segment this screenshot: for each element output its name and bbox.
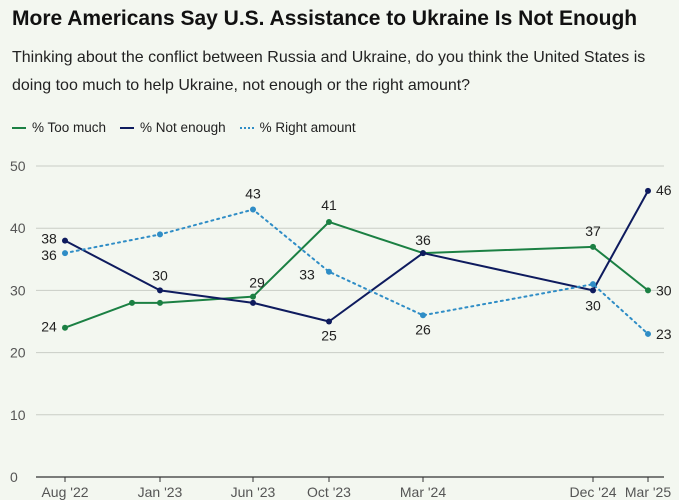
data-label-not-enough: 25 (321, 328, 337, 344)
data-point-too-much (645, 287, 651, 294)
data-label-right-amount: 26 (415, 321, 431, 337)
data-point-too-much (62, 324, 68, 331)
data-point-not-enough (250, 299, 256, 306)
y-tick-label: 40 (10, 220, 26, 236)
data-point-right-amount (326, 268, 332, 275)
chart-legend: % Too much % Not enough % Right amount (12, 120, 356, 135)
data-label-not-enough: 46 (656, 182, 672, 198)
legend-swatch-too-much (12, 126, 26, 129)
data-point-right-amount (62, 250, 68, 257)
y-tick-label: 0 (10, 469, 18, 485)
data-point-too-much (326, 218, 332, 225)
x-tick-label: Jun '23 (231, 484, 276, 500)
legend-label-right-amount: % Right amount (259, 120, 356, 135)
data-point-too-much (590, 243, 596, 250)
data-point-too-much (157, 299, 163, 306)
y-tick-label: 10 (10, 407, 26, 423)
data-point-too-much (129, 299, 135, 306)
x-tick-label: Mar '24 (400, 484, 446, 500)
legend-swatch-not-enough (120, 126, 135, 129)
y-tick-label: 20 (10, 345, 26, 361)
data-point-too-much (250, 293, 256, 300)
data-point-not-enough (420, 250, 426, 257)
data-label-not-enough: 38 (41, 231, 57, 247)
line-chart: 0 10 20 30 40 50 Aug '22 Jan '23 Jun '23 Oct '23 M… (10, 158, 672, 500)
data-label-too-much: 30 (656, 282, 672, 298)
data-point-right-amount (645, 330, 651, 337)
data-label-not-enough: 30 (585, 297, 601, 313)
data-label-not-enough: 30 (152, 267, 168, 283)
y-tick-label: 30 (10, 282, 26, 298)
legend-item-not-enough: % Not enough (120, 120, 226, 135)
x-tick-label: Oct '23 (307, 484, 351, 500)
x-tick-label: Jan '23 (138, 484, 183, 500)
data-label-too-much: 41 (321, 197, 337, 213)
data-point-not-enough (645, 187, 651, 194)
x-tick-label: Aug '22 (41, 484, 88, 500)
data-label-right-amount: 43 (245, 186, 261, 202)
data-point-right-amount (420, 312, 426, 319)
legend-item-too-much: % Too much (12, 120, 106, 135)
legend-item-right-amount: % Right amount (239, 120, 356, 135)
legend-swatch-right-amount (239, 126, 254, 129)
data-label-too-much: 37 (585, 223, 601, 239)
x-tick-label: Dec '24 (569, 484, 616, 500)
data-point-right-amount (157, 231, 163, 238)
y-tick-label: 50 (10, 158, 26, 174)
data-label-too-much: 24 (41, 319, 57, 335)
series-line-too-much (64, 220, 649, 329)
data-point-not-enough (62, 237, 68, 244)
data-label-right-amount: 33 (299, 267, 315, 283)
data-label-too-much: 29 (249, 275, 265, 291)
legend-label-not-enough: % Not enough (140, 120, 226, 135)
chart-subtitle: Thinking about the conflict between Russ… (12, 49, 646, 94)
legend-label-too-much: % Too much (32, 120, 107, 135)
data-point-right-amount (590, 281, 596, 288)
data-label-right-amount: 36 (41, 247, 57, 263)
data-point-not-enough (590, 287, 596, 294)
chart-title: More Americans Say U.S. Assistance to Uk… (12, 7, 638, 30)
data-point-not-enough (157, 287, 163, 294)
x-tick-label: Mar '25 (625, 484, 671, 500)
data-point-not-enough (326, 318, 332, 325)
data-label-right-amount: 23 (656, 326, 672, 342)
data-point-right-amount (250, 206, 256, 213)
data-label-not-enough: 36 (415, 232, 431, 248)
